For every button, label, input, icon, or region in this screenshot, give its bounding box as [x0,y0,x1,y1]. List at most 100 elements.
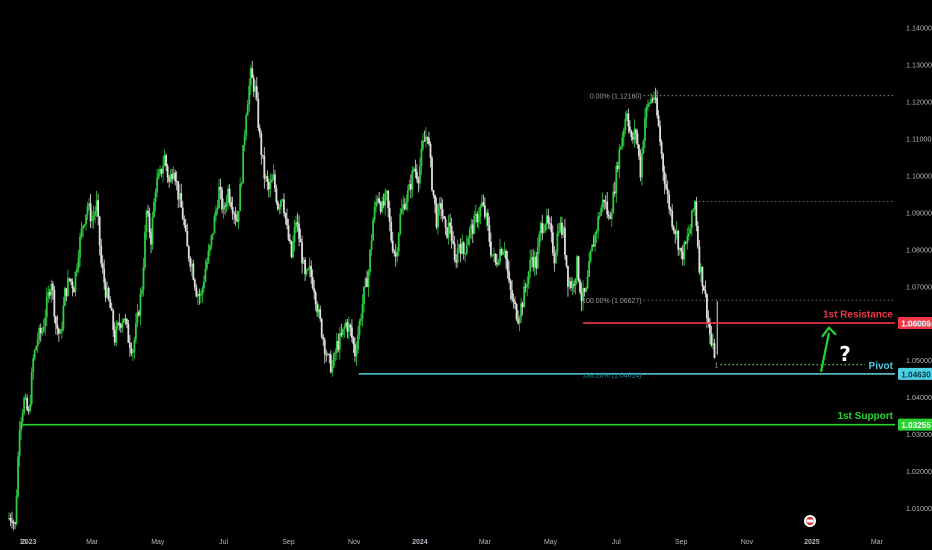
level-price-badge [898,317,932,330]
candle-body [159,169,161,174]
x-tick-label: Sep [675,539,688,546]
candle-body [570,281,572,289]
candle-body [372,220,374,241]
candle-body [60,329,63,332]
candle-body [542,229,545,233]
candle-body [231,206,234,214]
candle-body [533,256,536,268]
candle-body [144,232,146,268]
candle-body [390,221,393,241]
candle-body [280,200,282,207]
candle-body [453,243,456,261]
candle-body [571,284,574,289]
candle-body [515,304,518,320]
candle-body [367,272,370,287]
candle-body [255,86,258,99]
candle-body [178,193,181,200]
candle-body [456,248,459,263]
level-price-badge [898,367,932,380]
candle-body [535,256,538,269]
candle-body [648,102,651,105]
candle-body [426,136,429,139]
candle-body [186,230,189,247]
candle-body [230,201,232,207]
candle-body [104,282,107,298]
candle-body [502,252,504,255]
candle-body [355,349,358,357]
candle-body [477,216,480,223]
candle-body [33,350,36,359]
candle-body [135,322,137,340]
candle-body [397,233,400,252]
candle-body [461,242,464,254]
fib-one-label: 1 [714,363,718,370]
candle-body [196,293,199,297]
candle-body [189,258,192,267]
candle-body [48,292,51,296]
candle-body [654,97,657,99]
candle-body [690,210,693,229]
x-tick-label: Mar [86,539,99,546]
candle-body [290,241,293,258]
candle-body [663,171,666,185]
candle-body [160,169,163,174]
candle-body [258,127,261,134]
candle-body [483,205,486,217]
candle-body [503,250,506,253]
candle-body [109,299,112,309]
candle-body [317,309,320,313]
candle-body [319,309,322,319]
candle-body [458,244,461,249]
candle-body [562,227,565,235]
candle-body [378,198,381,203]
candle-body [234,214,237,220]
candle-body [76,268,78,272]
candle-body [508,271,510,281]
candle-body [148,213,151,233]
candle-body [278,206,281,210]
level-name-label: 1st Support [837,411,893,422]
candle-body [493,253,495,255]
candle-body [394,253,397,257]
candle-body [559,222,562,232]
candle-body [270,179,273,183]
candle-body [638,144,640,157]
candle-body [405,201,408,210]
candle-body [349,324,352,328]
candle-body [305,269,308,275]
candle-body [588,261,590,277]
candle-body [616,165,619,169]
candle-body [215,210,217,217]
candle-body [141,290,143,294]
candle-body [591,244,594,252]
candle-body [219,186,222,190]
candle-body [199,294,202,296]
candle-body [107,288,110,300]
candle-body [547,215,550,224]
candle-body [198,293,201,296]
candle-body [366,278,368,287]
candle-body [644,117,646,141]
candle-body [713,343,716,358]
candle-body [275,188,278,203]
candle-body [207,250,210,262]
candle-body [80,228,83,237]
candle-body [565,255,568,267]
y-tick-label: 1.02000 [906,467,932,476]
candle-body [329,354,332,373]
candle-body [284,213,287,219]
candle-body [71,281,74,289]
candle-body [468,229,471,238]
candle-body [369,250,371,273]
candle-body [650,99,652,103]
level-name-label: Pivot [869,361,894,372]
y-tick-label: 1.11000 [906,135,931,144]
candle-body [672,226,675,231]
candle-body [529,259,532,272]
arrow-head-icon [821,326,837,338]
candle-body [446,227,449,238]
candle-body [633,129,636,140]
candle-body [121,322,124,328]
